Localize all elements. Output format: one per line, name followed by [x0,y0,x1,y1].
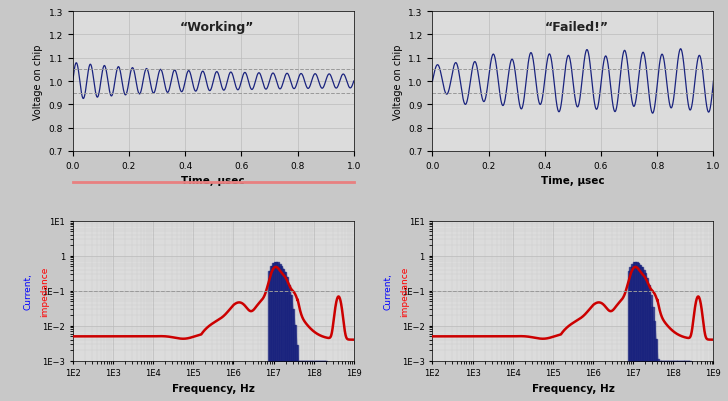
Y-axis label: Voltage on chip: Voltage on chip [393,44,403,119]
Text: impedance: impedance [400,266,409,316]
Text: “Failed!”: “Failed!” [545,21,609,34]
X-axis label: Time, μsec: Time, μsec [541,176,605,186]
X-axis label: Frequency, Hz: Frequency, Hz [172,383,255,393]
Y-axis label: Voltage on chip: Voltage on chip [33,44,43,119]
Text: “Working”: “Working” [180,21,254,34]
X-axis label: Time, μsec: Time, μsec [181,176,245,186]
Text: Current,: Current, [383,273,392,310]
Text: impedance: impedance [40,266,50,316]
X-axis label: Frequency, Hz: Frequency, Hz [531,383,614,393]
Text: Current,: Current, [23,273,32,310]
